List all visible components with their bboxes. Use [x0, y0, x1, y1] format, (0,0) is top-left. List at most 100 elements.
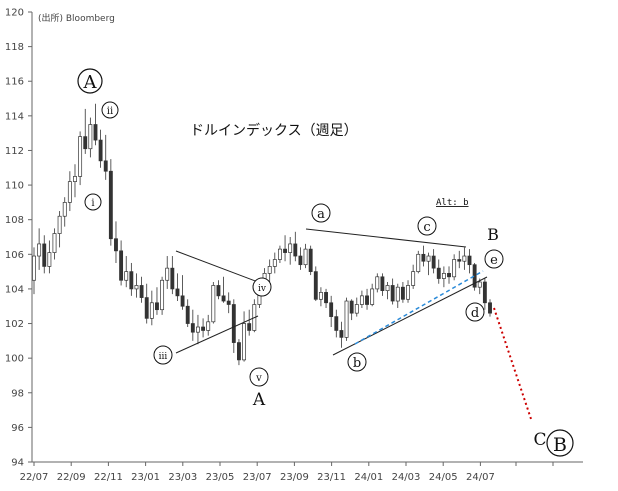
- wave-label-i: i: [84, 193, 102, 211]
- candle: [390, 278, 395, 305]
- candle: [467, 249, 472, 274]
- wave-label-C: C: [533, 430, 546, 450]
- candle: [416, 250, 421, 274]
- candle: [108, 159, 113, 246]
- candle: [411, 264, 416, 289]
- y-tick-label: 120: [5, 8, 24, 19]
- candle: [119, 240, 124, 286]
- svg-text:b: b: [353, 356, 361, 371]
- svg-text:A: A: [83, 72, 98, 93]
- candle: [277, 245, 282, 263]
- candle: [293, 231, 298, 262]
- candle: [124, 256, 129, 288]
- triangle-lower-line-2: [332, 276, 488, 356]
- y-tick-label: 110: [5, 181, 24, 192]
- wave-label-A: A: [252, 390, 266, 410]
- x-tick-label: 23/05: [206, 472, 235, 483]
- candle: [103, 134, 108, 180]
- triangle-lower-line-1: [175, 315, 259, 354]
- candle: [441, 266, 446, 288]
- svg-text:d: d: [471, 306, 479, 321]
- x-tick-labels: 22/07 22/09 22/11 23/01 23/03 23/05 23/07 23/09…: [20, 462, 554, 483]
- candle: [201, 318, 206, 338]
- wave-label-b: b: [347, 352, 367, 372]
- candle: [155, 287, 159, 315]
- candle: [247, 309, 252, 336]
- y-tick-label: 104: [5, 284, 24, 295]
- candle: [359, 290, 364, 308]
- candle: [165, 256, 170, 289]
- wave-label-B-big: B: [546, 429, 574, 457]
- candle: [206, 314, 211, 336]
- svg-text:a: a: [317, 207, 325, 222]
- candle: [93, 103, 98, 146]
- candle: [83, 108, 88, 154]
- y-tick-label: 118: [5, 42, 24, 53]
- candle: [62, 197, 67, 227]
- candle: [47, 240, 52, 274]
- y-tick-label: 102: [5, 319, 24, 330]
- candle: [436, 259, 441, 284]
- y-tick-label: 116: [5, 77, 24, 88]
- wave-label-d: d: [465, 302, 485, 322]
- candle: [134, 273, 139, 298]
- chart-title: ドルインデックス（週足）: [190, 122, 358, 139]
- triangle-upper-line-1: [175, 250, 259, 283]
- candle: [42, 235, 47, 274]
- candle: [406, 280, 410, 303]
- candle: [365, 288, 369, 310]
- alt-b-label: Alt: b: [436, 198, 469, 208]
- candle: [139, 276, 144, 303]
- wave-label-iv: iv: [252, 277, 272, 297]
- x-tick-label: 23/03: [168, 472, 197, 483]
- y-tick-label: 108: [5, 215, 24, 226]
- candle: [324, 288, 328, 308]
- candle: [144, 283, 149, 324]
- x-tick-label: 22/07: [20, 472, 49, 483]
- candle: [160, 276, 165, 315]
- candle: [211, 282, 216, 324]
- candle: [73, 164, 77, 198]
- x-tick-label: 23/11: [317, 472, 346, 483]
- y-tick-label: 114: [5, 111, 24, 122]
- candle: [149, 290, 154, 326]
- candle: [457, 250, 462, 269]
- candle: [272, 252, 277, 274]
- candle: [308, 245, 313, 276]
- svg-text:iv: iv: [258, 284, 267, 294]
- candle: [318, 287, 323, 307]
- candle: [349, 299, 354, 321]
- candle: [421, 245, 426, 267]
- projection-c-line: [493, 307, 532, 420]
- x-tick-label: 22/11: [94, 472, 123, 483]
- triangle-upper-line-2: [305, 228, 467, 248]
- candle: [114, 221, 118, 263]
- svg-text:e: e: [490, 253, 498, 268]
- svg-text:c: c: [423, 220, 430, 235]
- candle: [237, 339, 241, 366]
- svg-text:B: B: [553, 434, 567, 456]
- candle: [67, 171, 72, 212]
- candle: [334, 309, 339, 338]
- candle: [170, 256, 175, 295]
- candle: [221, 276, 226, 303]
- alt-b-dashed-line: [354, 270, 484, 345]
- x-tick-label: 24/03: [392, 472, 421, 483]
- candle: [462, 247, 467, 270]
- candle: [426, 252, 431, 276]
- y-tick-label: 98: [11, 388, 24, 399]
- candle: [447, 266, 451, 284]
- candle: [400, 282, 405, 303]
- candle: [185, 299, 190, 327]
- x-tick-label: 23/07: [243, 472, 272, 483]
- candle: [78, 131, 83, 186]
- candle: [267, 259, 272, 282]
- svg-text:v: v: [255, 373, 262, 384]
- candle: [385, 282, 390, 300]
- y-tick-label: 96: [11, 423, 24, 434]
- svg-text:iii: iii: [159, 352, 168, 362]
- candle: [32, 247, 36, 295]
- svg-text:i: i: [91, 198, 94, 209]
- candle: [288, 237, 293, 265]
- candle: [329, 295, 334, 327]
